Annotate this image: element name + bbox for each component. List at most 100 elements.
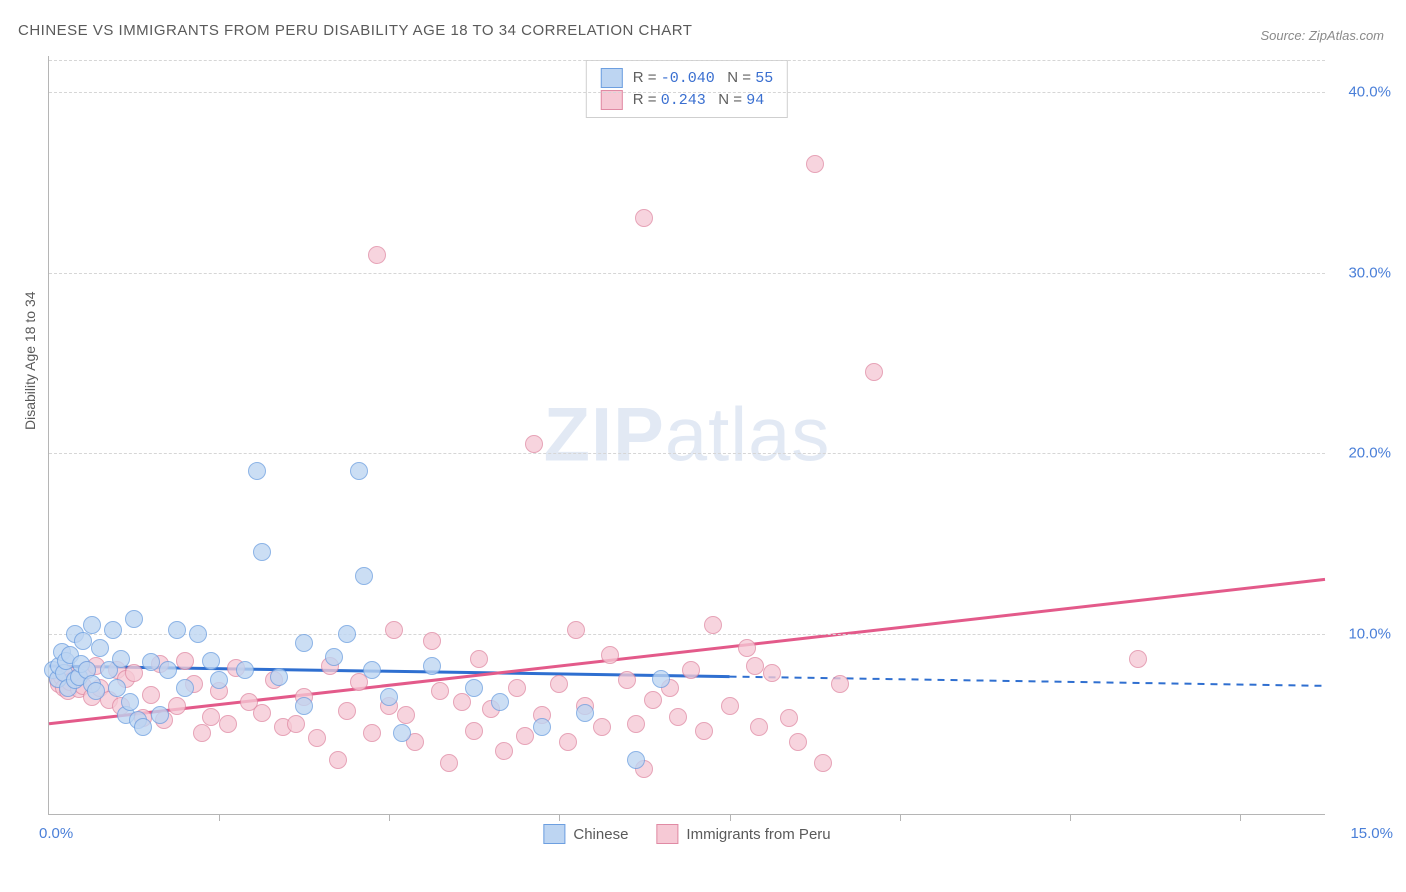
scatter-point-chinese [295,634,313,652]
gridline [49,453,1325,454]
scatter-point-chinese [74,632,92,650]
scatter-point-chinese [393,724,411,742]
scatter-point-chinese [202,652,220,670]
scatter-point-chinese [151,706,169,724]
chart-title: CHINESE VS IMMIGRANTS FROM PERU DISABILI… [18,22,692,39]
scatter-point-peru [550,675,568,693]
scatter-point-peru [831,675,849,693]
scatter-point-chinese [83,616,101,634]
scatter-point-chinese [338,625,356,643]
scatter-point-peru [125,664,143,682]
scatter-point-peru [1129,650,1147,668]
scatter-point-chinese [491,693,509,711]
x-tick [730,814,731,821]
scatter-point-chinese [176,679,194,697]
scatter-point-peru [363,724,381,742]
scatter-point-peru [618,671,636,689]
scatter-point-chinese [363,661,381,679]
scatter-point-peru [682,661,700,679]
legend-label: Chinese [573,826,628,843]
y-tick-label: 30.0% [1348,264,1391,281]
scatter-point-peru [721,697,739,715]
scatter-point-peru [368,246,386,264]
scatter-point-chinese [423,657,441,675]
y-tick-label: 40.0% [1348,84,1391,101]
scatter-point-peru [465,722,483,740]
scatter-point-chinese [112,650,130,668]
legend-stats: R = -0.040 N = 55 [633,69,773,87]
scatter-point-chinese [295,697,313,715]
x-tick [1240,814,1241,821]
scatter-point-chinese [248,462,266,480]
scatter-point-peru [308,729,326,747]
scatter-point-peru [287,715,305,733]
scatter-point-chinese [627,751,645,769]
scatter-point-chinese [465,679,483,697]
correlation-legend: R = -0.040 N = 55 R = 0.243 N = 94 [586,60,788,118]
scatter-point-peru [593,718,611,736]
scatter-point-peru [559,733,577,751]
scatter-point-peru [440,754,458,772]
scatter-point-peru [193,724,211,742]
legend-item: Chinese [543,824,628,844]
scatter-point-chinese [210,671,228,689]
legend-item: Immigrants from Peru [656,824,830,844]
gridline [49,634,1325,635]
scatter-point-chinese [576,704,594,722]
scatter-point-chinese [325,648,343,666]
scatter-point-peru [695,722,713,740]
scatter-chart: ZIPatlas R = -0.040 N = 55R = 0.243 N = … [48,56,1325,815]
legend-stats: R = 0.243 N = 94 [633,91,764,109]
scatter-point-chinese [104,621,122,639]
scatter-point-chinese [91,639,109,657]
x-tick [900,814,901,821]
scatter-point-peru [338,702,356,720]
x-axis-max-label: 15.0% [1350,825,1393,842]
scatter-point-peru [508,679,526,697]
x-axis-min-label: 0.0% [39,825,73,842]
legend-row: R = -0.040 N = 55 [601,67,773,89]
y-axis-label: Disability Age 18 to 34 [22,291,38,430]
legend-label: Immigrants from Peru [686,826,830,843]
scatter-point-chinese [355,567,373,585]
scatter-point-chinese [168,621,186,639]
scatter-point-chinese [134,718,152,736]
scatter-point-peru [329,751,347,769]
scatter-point-peru [495,742,513,760]
scatter-point-chinese [270,668,288,686]
scatter-point-chinese [253,543,271,561]
gridline [49,60,1325,61]
scatter-point-peru [453,693,471,711]
scatter-point-chinese [142,653,160,671]
scatter-point-peru [431,682,449,700]
scatter-point-chinese [533,718,551,736]
legend-swatch [543,824,565,844]
scatter-point-peru [789,733,807,751]
x-tick [389,814,390,821]
scatter-point-peru [763,664,781,682]
scatter-point-peru [525,435,543,453]
scatter-point-peru [470,650,488,668]
scatter-point-chinese [652,670,670,688]
gridline [49,273,1325,274]
scatter-point-peru [738,639,756,657]
scatter-point-chinese [121,693,139,711]
scatter-point-peru [750,718,768,736]
scatter-point-peru [567,621,585,639]
scatter-point-peru [780,709,798,727]
legend-swatch [601,68,623,88]
scatter-point-peru [385,621,403,639]
scatter-point-peru [423,632,441,650]
scatter-point-peru [669,708,687,726]
y-tick-label: 10.0% [1348,625,1391,642]
scatter-point-peru [253,704,271,722]
source-attribution: Source: ZipAtlas.com [1260,28,1384,43]
scatter-point-chinese [159,661,177,679]
scatter-point-peru [516,727,534,745]
series-legend: Chinese Immigrants from Peru [543,824,830,844]
x-tick [219,814,220,821]
scatter-point-chinese [87,682,105,700]
scatter-point-peru [168,697,186,715]
scatter-point-chinese [125,610,143,628]
scatter-point-peru [627,715,645,733]
